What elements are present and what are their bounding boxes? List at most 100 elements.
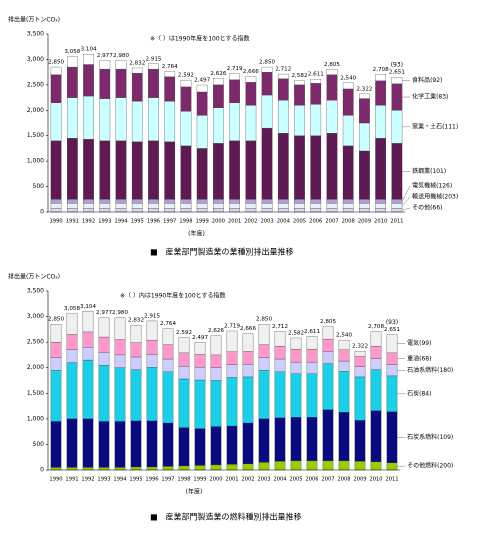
x-tick-label: 1994 xyxy=(114,219,128,225)
bar-segment xyxy=(197,199,207,203)
bar-segment xyxy=(229,74,239,80)
bar-segment xyxy=(275,359,285,372)
bar-segment xyxy=(67,138,77,199)
bar-segment xyxy=(197,85,207,92)
x-tick-label: 1998 xyxy=(177,477,190,483)
bar-segment xyxy=(51,141,61,199)
bar-segment xyxy=(99,365,109,421)
y-tick-label: 0 xyxy=(40,467,44,474)
bar-segment xyxy=(291,338,301,349)
bar-segment xyxy=(83,139,93,199)
legend-label: 重油(68) xyxy=(407,354,431,362)
bar-segment xyxy=(339,350,349,361)
legend-label: 電気機械(126) xyxy=(412,182,452,190)
bar-segment xyxy=(51,199,61,203)
bar-segment xyxy=(83,311,93,332)
bar-segment xyxy=(132,203,142,208)
bar-segment xyxy=(327,208,337,212)
bar-segment xyxy=(83,347,93,360)
total-label: 2,805 xyxy=(324,62,340,68)
bar-segment xyxy=(67,56,77,67)
total-label: 2,764 xyxy=(162,64,178,70)
bar-segment xyxy=(278,74,288,79)
bar-segment xyxy=(163,329,173,345)
y-tick-label: 3,000 xyxy=(27,56,44,63)
x-tick-label: 1994 xyxy=(113,477,127,483)
x-tick-label: 2005 xyxy=(293,219,306,225)
bar-segment xyxy=(148,141,158,199)
bar-segment xyxy=(131,343,141,357)
total-label: 2,850 xyxy=(259,60,275,66)
bar-segment xyxy=(211,355,221,368)
x-tick-label: 2007 xyxy=(325,219,338,225)
bar-segment xyxy=(343,208,353,212)
bar-segment xyxy=(100,203,110,208)
bar-segment xyxy=(195,380,205,429)
x-axis-title: (年度) xyxy=(186,488,203,496)
bar-segment xyxy=(246,199,256,203)
bar-segment xyxy=(115,421,125,467)
total-label: 3,058 xyxy=(64,49,80,55)
x-tick-label: 1996 xyxy=(147,219,160,225)
total-label: 2,805 xyxy=(320,319,336,325)
bar-segment xyxy=(116,60,126,69)
bar-segment xyxy=(51,103,61,141)
bar-segment xyxy=(211,465,221,470)
bar-segment xyxy=(278,100,288,133)
bar-segment xyxy=(148,203,158,208)
bar-segment xyxy=(67,67,77,98)
y-axis-title: 排出量(万トンCO₂) xyxy=(8,16,60,24)
bar-segment xyxy=(343,146,353,199)
bar-segment xyxy=(229,103,239,141)
bar-segment xyxy=(116,208,126,212)
bar-segment xyxy=(243,351,253,364)
bar-segment xyxy=(343,203,353,208)
x-tick-label: 2010 xyxy=(374,219,387,225)
bar-segment xyxy=(131,421,141,467)
bar-segment xyxy=(67,350,77,363)
bar-segment xyxy=(115,318,125,340)
bar-segment xyxy=(371,346,381,358)
bar-segment xyxy=(262,208,272,212)
bar-segment xyxy=(197,208,207,212)
bar-segment xyxy=(291,362,301,374)
y-tick-label: 3,000 xyxy=(27,313,44,320)
total-label: 2,582 xyxy=(292,73,308,79)
bar-segment xyxy=(392,199,402,203)
bar-segment xyxy=(246,105,256,141)
bar-segment xyxy=(165,203,175,208)
bar-segment xyxy=(165,77,175,101)
legend-label: 輸送用機械(203) xyxy=(412,193,458,201)
x-tick-label: 1993 xyxy=(97,477,110,483)
bar-segment xyxy=(392,208,402,212)
bar-segment xyxy=(375,199,385,203)
legend-label: 鉄鋼業(101) xyxy=(412,167,446,175)
bar-segment xyxy=(387,463,397,470)
bar-segment xyxy=(83,203,93,208)
x-tick-label: 2006 xyxy=(305,477,318,483)
total-label: 2,592 xyxy=(178,73,194,79)
note: ※（ ）内は1990年度を100とする指数 xyxy=(120,292,225,300)
bar-segment xyxy=(371,370,381,411)
bar-segment xyxy=(100,208,110,212)
total-label: 2,611 xyxy=(304,329,320,335)
total-label: 2,980 xyxy=(113,53,129,59)
bar-segment xyxy=(229,199,239,203)
bar-segment xyxy=(179,466,189,470)
legend-label: 化学工業(83) xyxy=(412,93,448,101)
bar-segment xyxy=(278,208,288,212)
bar-segment xyxy=(147,340,157,354)
bar-segment xyxy=(278,79,288,100)
bar-segment xyxy=(294,85,304,105)
legend-leader xyxy=(402,208,410,210)
x-tick-label: 2011 xyxy=(385,477,398,483)
legend-leader xyxy=(402,186,410,201)
x-tick-label: 2008 xyxy=(337,477,350,483)
bar-segment xyxy=(307,336,317,349)
bar-segment xyxy=(83,332,93,347)
bar-segment xyxy=(275,331,285,346)
bar-segment xyxy=(229,203,239,208)
bar-segment xyxy=(51,467,61,470)
bar-segment xyxy=(291,461,301,470)
